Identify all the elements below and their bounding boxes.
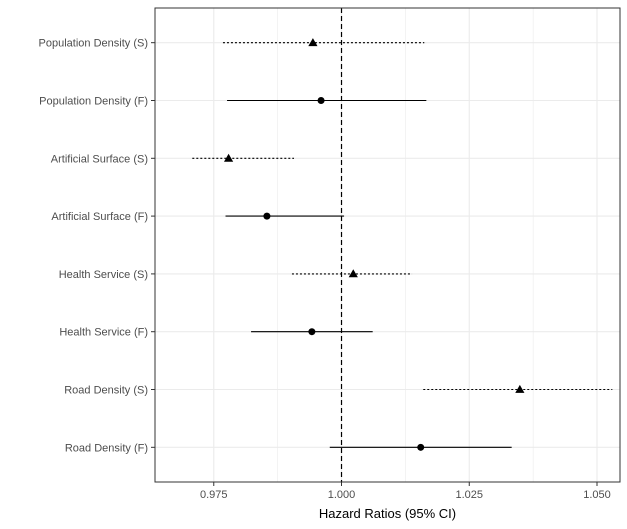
point-estimate-circle bbox=[417, 443, 425, 451]
point-estimate-triangle bbox=[515, 384, 525, 393]
y-tick-label: Road Density (F) bbox=[65, 442, 148, 454]
y-tick-label: Artificial Surface (F) bbox=[51, 211, 148, 223]
y-tick-label: Health Service (S) bbox=[59, 269, 148, 281]
x-tick-label: 1.000 bbox=[328, 489, 356, 501]
x-tick-label: 0.975 bbox=[200, 489, 228, 501]
y-axis-ticks: Population Density (S) Population Density… bbox=[39, 38, 155, 454]
x-axis-ticks: 0.975 1.000 1.025 1.050 bbox=[200, 482, 611, 501]
point-estimate-circle bbox=[263, 212, 271, 220]
y-tick-label: Population Density (S) bbox=[39, 38, 148, 50]
panel-border bbox=[154, 7, 621, 483]
point-estimate-circle bbox=[308, 328, 316, 336]
y-tick-label: Population Density (F) bbox=[39, 95, 148, 107]
point-estimate-triangle bbox=[348, 269, 358, 278]
point-estimate-circle bbox=[317, 96, 325, 104]
point-estimate-triangle bbox=[308, 38, 318, 47]
x-tick-label: 1.050 bbox=[583, 489, 611, 501]
y-tick-label: Road Density (S) bbox=[64, 385, 148, 397]
y-tick-label: Artificial Surface (S) bbox=[51, 153, 148, 165]
data-marks bbox=[192, 38, 613, 451]
x-axis-title: Hazard Ratios (95% CI) bbox=[319, 506, 456, 521]
x-tick-label: 1.025 bbox=[455, 489, 483, 501]
y-tick-label: Health Service (F) bbox=[59, 327, 148, 339]
point-estimate-triangle bbox=[223, 153, 234, 162]
